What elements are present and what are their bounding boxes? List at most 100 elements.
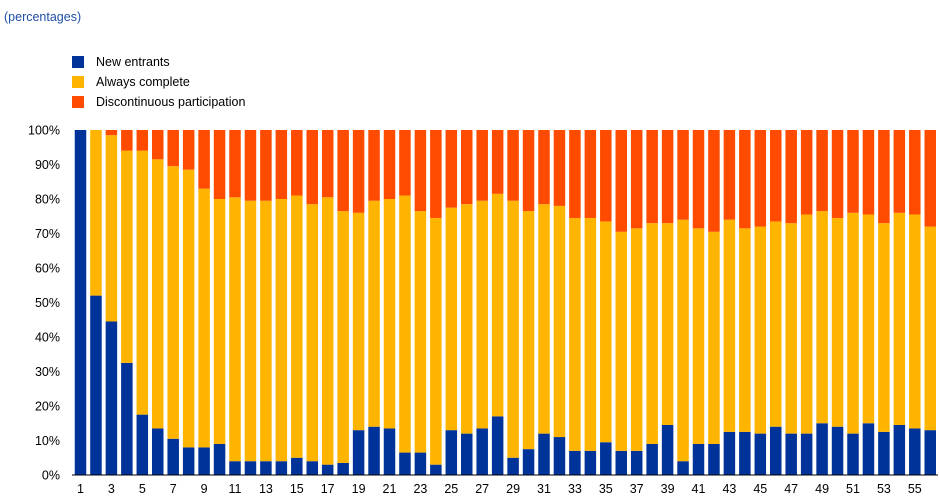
x-tick-label: 49 [815, 482, 829, 496]
bar-segment [522, 130, 535, 212]
bar-segment [816, 423, 828, 475]
legend-swatch-new-entrants [72, 56, 84, 68]
x-tick-label: 19 [352, 482, 366, 496]
bar-segment [476, 428, 488, 475]
bar-segment [383, 199, 396, 429]
y-tick-label: 20% [35, 400, 60, 414]
x-tick-label: 7 [170, 482, 177, 496]
bar-segment [878, 223, 890, 432]
chart-bars [74, 130, 936, 476]
bar-segment [893, 130, 906, 213]
bar-segment [461, 204, 473, 434]
bar-segment [383, 130, 396, 199]
bar-segment [522, 211, 535, 450]
bar-segment [306, 204, 318, 462]
bar-segment [105, 135, 118, 322]
x-tick-label: 5 [139, 482, 146, 496]
bar-segment [538, 433, 550, 475]
y-tick-label: 50% [35, 296, 60, 310]
x-tick-label: 51 [846, 482, 860, 496]
bar-segment [723, 130, 736, 220]
bar-segment [600, 442, 612, 475]
bar-segment [337, 130, 349, 212]
bar-segment [430, 217, 442, 465]
x-tick-label: 33 [568, 482, 582, 496]
legend-label-always-complete: Always complete [96, 75, 190, 89]
bar-segment [461, 433, 473, 475]
bar-segment [909, 428, 921, 475]
bar-segment [584, 130, 597, 218]
legend-item-new-entrants: New entrants [72, 52, 245, 72]
bar-segment [754, 130, 767, 227]
bar-segment [306, 461, 318, 475]
x-tick-label: 43 [722, 482, 736, 496]
bar-segment [615, 130, 627, 232]
bar-segment [847, 433, 859, 475]
y-tick-label: 70% [35, 227, 60, 241]
bar-segment [368, 426, 380, 475]
bar-segment [677, 130, 689, 220]
bar-segment [847, 130, 859, 213]
x-tick-label: 11 [229, 482, 242, 496]
bar-segment [74, 130, 87, 475]
x-tick-label: 53 [877, 482, 891, 496]
bar-segment [90, 130, 102, 296]
bar-segment [399, 452, 411, 475]
bar-segment [538, 130, 550, 205]
bar-segment [260, 200, 272, 462]
bar-segment [414, 452, 427, 475]
x-tick-label: 41 [692, 482, 706, 496]
bar-segment [677, 461, 689, 475]
bar-segment [414, 130, 427, 212]
bar-segment [445, 130, 458, 208]
y-tick-label: 40% [35, 331, 60, 345]
bar-segment [584, 450, 597, 475]
bar-segment [909, 214, 921, 429]
bar-segment [167, 130, 179, 167]
bar-segment [677, 219, 689, 462]
y-axis: 0% 10% 20% 30% 40% 50% 60% 70% 80% 90% 100% [28, 124, 60, 483]
bar-segment [569, 130, 581, 218]
bar-segment [785, 130, 797, 224]
x-tick-label: 1 [77, 482, 84, 496]
x-tick-label: 23 [413, 482, 427, 496]
x-tick-label: 35 [599, 482, 613, 496]
bar-segment [646, 443, 658, 475]
bar-segment [630, 450, 643, 475]
bar-segment [569, 217, 581, 451]
bar-segment [337, 211, 349, 463]
bar-segment [445, 207, 458, 431]
bar-segment [569, 450, 581, 475]
bar-segment [321, 130, 334, 198]
bar-segment [692, 130, 705, 229]
bar-segment [893, 212, 906, 425]
bar-segment [291, 457, 303, 475]
bar-segment [352, 130, 365, 213]
bar-segment [291, 195, 303, 458]
bar-segment [615, 450, 627, 475]
bar-segment [491, 130, 504, 194]
bar-segment [862, 214, 875, 424]
legend-swatch-discontinuous-participation [72, 96, 84, 108]
bar-segment [800, 214, 813, 434]
bar-segment [244, 461, 257, 475]
bar-segment [661, 130, 674, 224]
bar-segment [770, 426, 782, 475]
chart-legend: New entrants Always complete Discontinuo… [72, 52, 245, 112]
bar-segment [399, 130, 411, 196]
x-tick-label: 45 [753, 482, 767, 496]
bar-segment [785, 223, 797, 434]
y-tick-label: 10% [35, 434, 60, 448]
legend-label-discontinuous-participation: Discontinuous participation [96, 95, 246, 109]
bar-segment [630, 130, 643, 229]
bar-segment [584, 217, 597, 451]
bar-segment [136, 150, 149, 415]
bar-segment [553, 205, 566, 438]
bar-segment [198, 130, 210, 189]
bar-segment [321, 197, 334, 465]
bar-segment [152, 130, 164, 160]
bar-segment [461, 130, 473, 205]
bar-segment [368, 130, 380, 201]
x-axis: 1 3 5 7 9 11 13 15 17 19 21 23 25 27 29 31 33 35 37 39 41 43 4… [72, 474, 939, 496]
bar-segment [213, 443, 226, 475]
